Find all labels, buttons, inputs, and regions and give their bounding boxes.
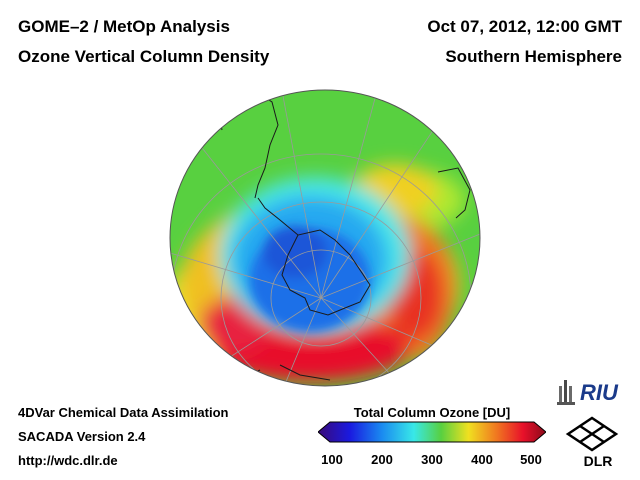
- colorbar-tick: 200: [371, 452, 393, 467]
- footer-url: http://wdc.dlr.de: [18, 453, 118, 468]
- title-line-2: Ozone Vertical Column Density: [18, 47, 270, 66]
- riu-logo-text: RIU: [580, 380, 619, 405]
- title-line-1: GOME–2 / MetOp Analysis: [18, 17, 230, 36]
- date-time: Oct 07, 2012, 12:00 GMT: [427, 17, 622, 36]
- colorbar-title: Total Column Ozone [DU]: [353, 405, 511, 420]
- colorbar: [318, 421, 546, 443]
- colorbar-tick: 400: [471, 452, 493, 467]
- colorbar-tick: 300: [421, 452, 443, 467]
- colorbar-tick: 500: [520, 452, 542, 467]
- globe-outline: [169, 89, 481, 387]
- ozone-globe-map: [169, 89, 481, 387]
- hemisphere-label: Southern Hemisphere: [445, 47, 622, 66]
- riu-logo: RIU: [557, 380, 619, 405]
- coastlines: [217, 90, 471, 381]
- footer-line-1: 4DVar Chemical Data Assimilation: [18, 405, 229, 420]
- dlr-logo: DLR: [565, 416, 619, 469]
- footer-line-2: SACADA Version 2.4: [18, 429, 146, 444]
- colorbar-tick: 100: [321, 452, 343, 467]
- dlr-logo-text: DLR: [584, 453, 613, 469]
